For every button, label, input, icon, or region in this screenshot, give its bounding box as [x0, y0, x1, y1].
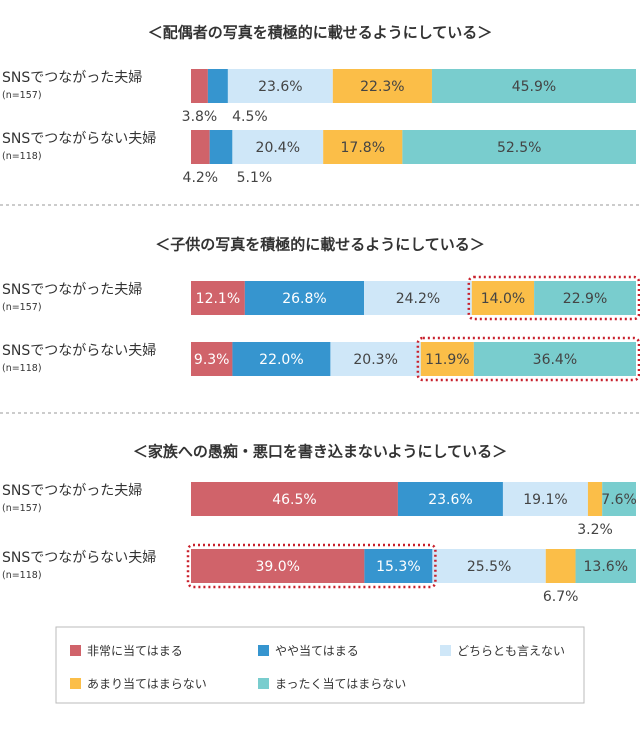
- bar-segment: [432, 549, 546, 583]
- data-label: 46.5%: [272, 492, 316, 508]
- data-label: 15.3%: [376, 559, 420, 575]
- category-label: SNSでつながった夫婦: [2, 69, 142, 86]
- data-label: 39.0%: [255, 559, 299, 575]
- bar-segment: [323, 130, 403, 164]
- legend-box: [55, 626, 585, 704]
- category-label: SNSでつながらない夫婦: [2, 549, 156, 566]
- data-label: 45.9%: [512, 79, 556, 95]
- bar-segment: [191, 342, 233, 376]
- data-label: 22.3%: [360, 79, 404, 95]
- bar-segment: [232, 130, 324, 164]
- data-label: 5.1%: [237, 170, 273, 186]
- bar-segment: [402, 130, 636, 164]
- bar-segment: [602, 482, 636, 516]
- legend-entry: あまり当てはまらない: [87, 677, 207, 691]
- data-label: 13.6%: [584, 559, 628, 575]
- chart-title: ＜家族への愚痴・悪口を書き込まないようにしている＞: [133, 443, 507, 461]
- bar-segment: [191, 130, 210, 164]
- data-label: 19.1%: [523, 492, 567, 508]
- bar-segment: [575, 549, 636, 583]
- bar-segment: [534, 281, 636, 315]
- data-label: 12.1%: [196, 291, 240, 307]
- data-label: 23.6%: [428, 492, 472, 508]
- legend-entry: どちらとも言えない: [457, 644, 565, 658]
- data-label: 7.6%: [601, 492, 637, 508]
- category-label: SNSでつながらない夫婦: [2, 342, 156, 359]
- highlight-box: [416, 336, 640, 382]
- data-label: 52.5%: [497, 140, 541, 156]
- data-label: 14.0%: [481, 291, 525, 307]
- data-label: 20.4%: [256, 140, 300, 156]
- bar-segment: [191, 69, 208, 103]
- data-label: 22.9%: [563, 291, 607, 307]
- bar-segment: [332, 69, 432, 103]
- data-label: 4.2%: [183, 170, 219, 186]
- bar-segment: [502, 482, 588, 516]
- data-label: 17.8%: [341, 140, 385, 156]
- highlight-box: [186, 543, 437, 589]
- legend-swatch: [258, 678, 269, 689]
- data-label: 23.6%: [258, 79, 302, 95]
- legend-swatch: [258, 645, 269, 656]
- bar-segment: [191, 482, 398, 516]
- data-label: 24.2%: [396, 291, 440, 307]
- bar-segment: [587, 482, 603, 516]
- category-n-label: (n=118): [2, 363, 42, 374]
- bar-segment: [420, 342, 474, 376]
- data-label: 22.0%: [259, 352, 303, 368]
- bar-segment: [191, 549, 365, 583]
- bar-segment: [232, 342, 331, 376]
- data-label: 3.8%: [182, 109, 218, 125]
- data-label: 20.3%: [353, 352, 397, 368]
- bar-segment: [364, 549, 433, 583]
- bar-segment: [473, 342, 636, 376]
- chart-title: ＜配偶者の写真を積極的に載せるようにしている＞: [148, 24, 493, 42]
- legend-swatch: [70, 678, 81, 689]
- chart-title: ＜子供の写真を積極的に載せるようにしている＞: [155, 236, 485, 254]
- data-label: 4.5%: [232, 109, 268, 125]
- category-n-label: (n=157): [2, 302, 42, 313]
- bar-segment: [330, 342, 421, 376]
- category-n-label: (n=157): [2, 90, 42, 101]
- category-n-label: (n=118): [2, 570, 42, 581]
- legend-swatch: [440, 645, 451, 656]
- bar-segment: [244, 281, 365, 315]
- category-n-label: (n=157): [2, 503, 42, 514]
- bar-segment: [431, 69, 636, 103]
- bar-segment: [364, 281, 472, 315]
- category-n-label: (n=118): [2, 151, 42, 162]
- bar-segment: [191, 281, 245, 315]
- category-label: SNSでつながった夫婦: [2, 482, 142, 499]
- bar-segment: [207, 69, 228, 103]
- data-label: 3.2%: [577, 522, 613, 538]
- legend-entry: まったく当てはまらない: [275, 677, 406, 691]
- bar-segment: [227, 69, 333, 103]
- legend-entry: 非常に当てはまる: [87, 644, 183, 658]
- data-label: 11.9%: [425, 352, 469, 368]
- data-label: 36.4%: [533, 352, 577, 368]
- data-label: 6.7%: [543, 589, 579, 605]
- bar-segment: [397, 482, 503, 516]
- legend-entry: やや当てはまる: [275, 644, 359, 658]
- data-label: 25.5%: [467, 559, 511, 575]
- bar-segment: [471, 281, 535, 315]
- data-label: 26.8%: [282, 291, 326, 307]
- bar-segment: [545, 549, 576, 583]
- category-label: SNSでつながらない夫婦: [2, 130, 156, 147]
- highlight-box: [467, 275, 640, 321]
- category-label: SNSでつながった夫婦: [2, 281, 142, 298]
- legend-swatch: [70, 645, 81, 656]
- bar-segment: [209, 130, 233, 164]
- data-label: 9.3%: [194, 352, 230, 368]
